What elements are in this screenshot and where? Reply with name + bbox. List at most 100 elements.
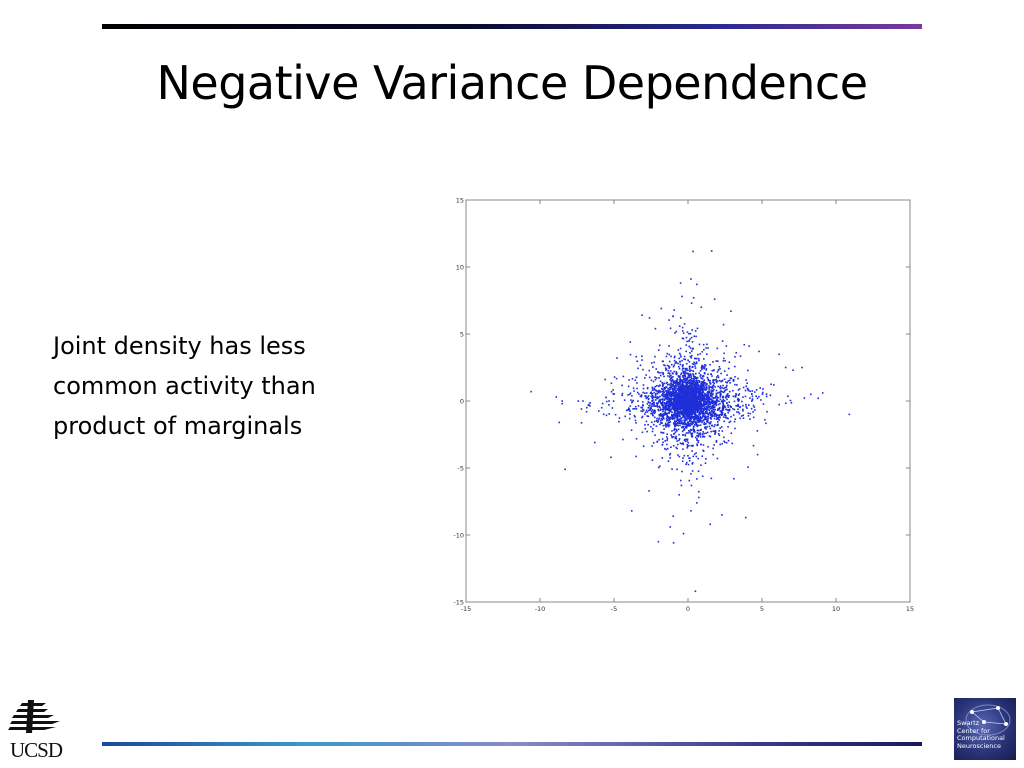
scatter-point (703, 421, 706, 424)
scatter-point (742, 404, 744, 407)
scatter-point (703, 398, 705, 400)
scatter-point (690, 389, 692, 392)
scatter-point (713, 425, 715, 428)
scatter-point (724, 416, 727, 419)
scatter-point (742, 414, 745, 417)
scatter-point (652, 427, 654, 430)
scatter-point (734, 383, 736, 386)
scatter-point (691, 363, 694, 365)
scatter-point (661, 457, 664, 459)
scatter-point (700, 400, 703, 402)
scatter-point (694, 590, 697, 593)
scatter-point (691, 409, 693, 412)
scatter-point (687, 454, 689, 457)
scatter-point (696, 387, 699, 389)
scatter-point (734, 375, 736, 378)
scatter-point (605, 400, 608, 403)
scatter-point (701, 392, 704, 394)
scatter-point (701, 375, 704, 378)
scatter-point (674, 397, 677, 399)
scatter-point (647, 401, 650, 403)
scatter-point (689, 382, 691, 384)
scatter-point (702, 365, 705, 368)
scatter-point (705, 347, 707, 349)
scatter-point (704, 426, 707, 428)
scatter-point (699, 433, 702, 436)
scatter-point (659, 419, 662, 422)
scatter-point (682, 395, 684, 397)
scatter-point (701, 395, 703, 397)
scatter-point (682, 367, 684, 369)
scatter-point (682, 364, 684, 366)
scatter-point (693, 403, 696, 405)
scatter-point (662, 416, 665, 419)
scatter-point (821, 392, 824, 394)
scatter-point (674, 394, 676, 396)
scatter-point (679, 442, 682, 445)
scatter-point (646, 403, 649, 405)
scatter-point (723, 391, 725, 394)
scatter-point (679, 354, 682, 356)
scatter-point (716, 380, 719, 382)
scatter-point (673, 421, 676, 424)
scatter-point (713, 406, 715, 409)
scatter-point (696, 409, 698, 412)
scatter-point (667, 409, 669, 411)
scatter-point (677, 397, 679, 399)
scatter-point (675, 395, 678, 398)
scatter-point (692, 399, 695, 402)
scatter-point (602, 413, 605, 416)
scatter-point (682, 393, 685, 395)
scatter-point (725, 345, 728, 347)
scatter-point (687, 409, 689, 412)
scatter-point (688, 332, 690, 335)
scatter-point (653, 396, 655, 398)
scatter-point (688, 420, 691, 422)
scatter-point (675, 422, 678, 425)
scatter-point (694, 362, 697, 365)
scatter-point (688, 402, 690, 405)
scatter-point (666, 443, 668, 446)
scatter-point (709, 408, 711, 410)
scatter-point (702, 380, 705, 383)
scatter-point (720, 400, 723, 403)
scatter-point (761, 393, 764, 395)
scatter-point (674, 390, 677, 393)
scatter-point (685, 387, 687, 390)
scatter-point (721, 386, 723, 389)
scatter-point (666, 397, 669, 400)
scatter-point (691, 383, 693, 385)
scatter-point (690, 388, 693, 391)
scatter-point (662, 373, 664, 376)
scatter-point (631, 394, 633, 397)
scatter-point (680, 404, 682, 407)
scatter-point (674, 431, 677, 433)
scatter-point (662, 431, 665, 434)
scatter-point (688, 422, 690, 425)
scatter-point (687, 409, 690, 412)
scatter-point (725, 441, 728, 444)
scatter-point (673, 392, 676, 395)
scatter-point (666, 396, 669, 399)
scatter-point (634, 407, 636, 410)
scatter-point (697, 402, 700, 405)
scatter-point (685, 409, 688, 411)
scatter-point (672, 390, 675, 392)
scatter-point (711, 402, 714, 404)
scatter-point (685, 383, 688, 386)
scatter-point (677, 399, 680, 402)
scatter-point (674, 408, 676, 411)
scatter-point (699, 384, 701, 387)
scatter-point (644, 427, 647, 430)
scatter-point (642, 404, 644, 407)
scatter-point (615, 377, 618, 380)
scatter-point (665, 386, 667, 389)
scatter-point (693, 413, 695, 415)
scatter-point (561, 400, 563, 402)
scatter-point (727, 425, 729, 428)
scatter-point (712, 381, 714, 384)
scatter-point (721, 396, 724, 399)
scatter-point (675, 437, 678, 440)
scatter-point (668, 373, 671, 375)
scatter-point (679, 387, 682, 390)
